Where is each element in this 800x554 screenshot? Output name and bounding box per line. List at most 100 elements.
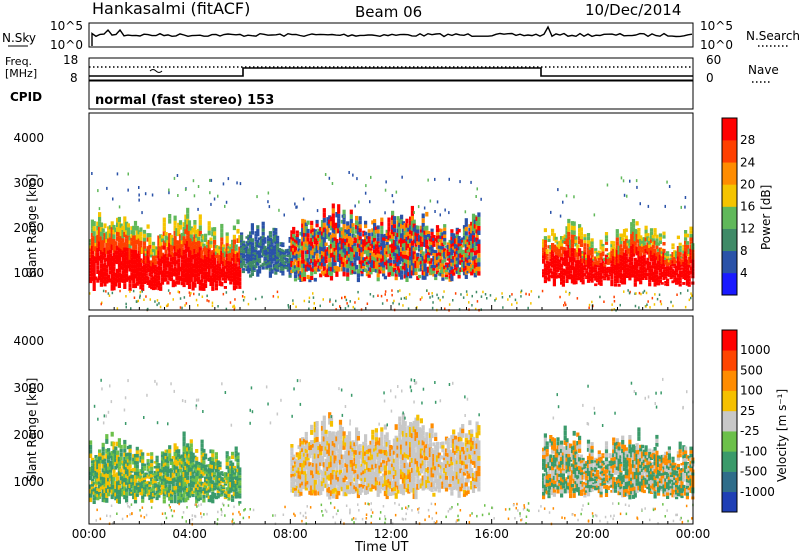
heatmap-speckle — [460, 293, 462, 296]
heatmap-cell — [96, 269, 100, 274]
heatmap-speckle — [429, 296, 431, 299]
heatmap-cell — [258, 258, 262, 261]
heatmap-cell — [94, 490, 98, 494]
heatmap-cell — [459, 243, 463, 247]
heatmap-cell — [378, 269, 382, 272]
heatmap-cell — [640, 240, 645, 244]
heatmap-cell — [249, 254, 253, 258]
heatmap-cell — [116, 463, 120, 468]
heatmap-cell — [196, 461, 201, 465]
heatmap-cell — [98, 449, 102, 453]
heatmap-cell — [99, 236, 103, 241]
heatmap-cell — [231, 254, 235, 258]
heatmap-cell — [175, 228, 179, 233]
heatmap-cell — [475, 225, 479, 230]
heatmap-speckle — [151, 193, 154, 197]
heatmap-cell — [121, 476, 125, 479]
heatmap-cell — [660, 251, 664, 254]
heatmap-cell — [311, 235, 316, 239]
heatmap-cell — [594, 267, 598, 270]
heatmap-cell — [549, 252, 553, 255]
heatmap-cell — [655, 281, 659, 285]
heatmap-cell — [234, 260, 238, 264]
heatmap-cell — [592, 269, 596, 271]
heatmap-cell — [90, 237, 94, 242]
heatmap-cell — [272, 236, 276, 240]
heatmap-cell — [308, 253, 312, 256]
heatmap-cell — [622, 276, 627, 281]
heatmap-cell — [439, 273, 443, 277]
heatmap-cell — [274, 264, 278, 268]
heatmap-cell — [667, 271, 671, 273]
heatmap-cell — [649, 239, 654, 243]
heatmap-cell — [684, 255, 688, 259]
heatmap-cell — [243, 246, 247, 248]
heatmap-cell — [231, 275, 235, 279]
heatmap-cell — [392, 259, 396, 264]
heatmap-cell — [594, 248, 598, 251]
heatmap-cell — [205, 483, 209, 486]
heatmap-cell — [673, 275, 677, 278]
heatmap-cell — [205, 488, 209, 491]
heatmap-cell — [103, 468, 107, 472]
heatmap-cell — [225, 236, 229, 240]
heatmap-cell — [604, 254, 609, 258]
heatmap-cell — [211, 272, 215, 278]
heatmap-cell — [342, 243, 346, 248]
heatmap-cell — [667, 262, 671, 264]
heatmap-cell — [146, 462, 150, 466]
heatmap-cell — [324, 228, 328, 233]
heatmap-cell — [292, 237, 296, 241]
heatmap-cell — [466, 241, 470, 245]
heatmap-speckle — [507, 298, 509, 301]
heatmap-cell — [182, 222, 186, 227]
heatmap-cell — [204, 283, 208, 288]
heatmap-cell — [551, 257, 555, 261]
heatmap-cell — [94, 467, 98, 471]
heatmap-cell — [633, 228, 637, 233]
heatmap-cell — [137, 486, 141, 489]
heatmap-cell — [427, 266, 431, 270]
heatmap-cell — [477, 262, 481, 267]
heatmap-cell — [457, 228, 461, 233]
heatmap-cell — [173, 464, 177, 469]
heatmap-cell — [139, 469, 143, 473]
heatmap-cell — [141, 492, 145, 496]
heatmap-cell — [144, 260, 148, 264]
heatmap-cell — [112, 257, 116, 263]
heatmap-cell — [410, 250, 414, 256]
heatmap-cell — [247, 267, 251, 271]
heatmap-speckle — [165, 304, 168, 308]
heatmap-cell — [178, 495, 183, 500]
heatmap-cell — [311, 251, 316, 256]
heatmap-speckle — [565, 303, 567, 307]
heatmap-speckle — [687, 289, 689, 292]
heatmap-cell — [130, 493, 134, 496]
heatmap-speckle — [287, 304, 289, 307]
heatmap-cell — [153, 483, 157, 486]
heatmap-cell — [678, 267, 682, 271]
heatmap-cell — [89, 239, 93, 243]
heatmap-cell — [108, 486, 112, 490]
heatmap-cell — [121, 274, 125, 279]
heatmap-speckle — [139, 294, 141, 297]
heatmap-cell — [196, 264, 201, 269]
heatmap-cell — [146, 280, 150, 285]
heatmap-cell — [464, 235, 468, 240]
heatmap-cell — [225, 239, 229, 243]
heatmap-cell — [631, 269, 636, 274]
heatmap-cell — [344, 232, 348, 236]
heatmap-cell — [116, 441, 120, 447]
heatmap-cell — [236, 266, 240, 272]
heatmap-cell — [146, 259, 150, 264]
heatmap-cell — [139, 271, 143, 277]
heatmap-speckle — [292, 302, 294, 305]
heatmap-cell — [666, 283, 670, 287]
heatmap-cell — [346, 259, 350, 264]
heatmap-cell — [378, 262, 382, 265]
heatmap-cell — [586, 247, 591, 251]
heatmap-cell — [570, 230, 574, 235]
heatmap-cell — [338, 247, 343, 251]
heatmap-cell — [107, 462, 111, 467]
heatmap-cell — [151, 245, 156, 249]
